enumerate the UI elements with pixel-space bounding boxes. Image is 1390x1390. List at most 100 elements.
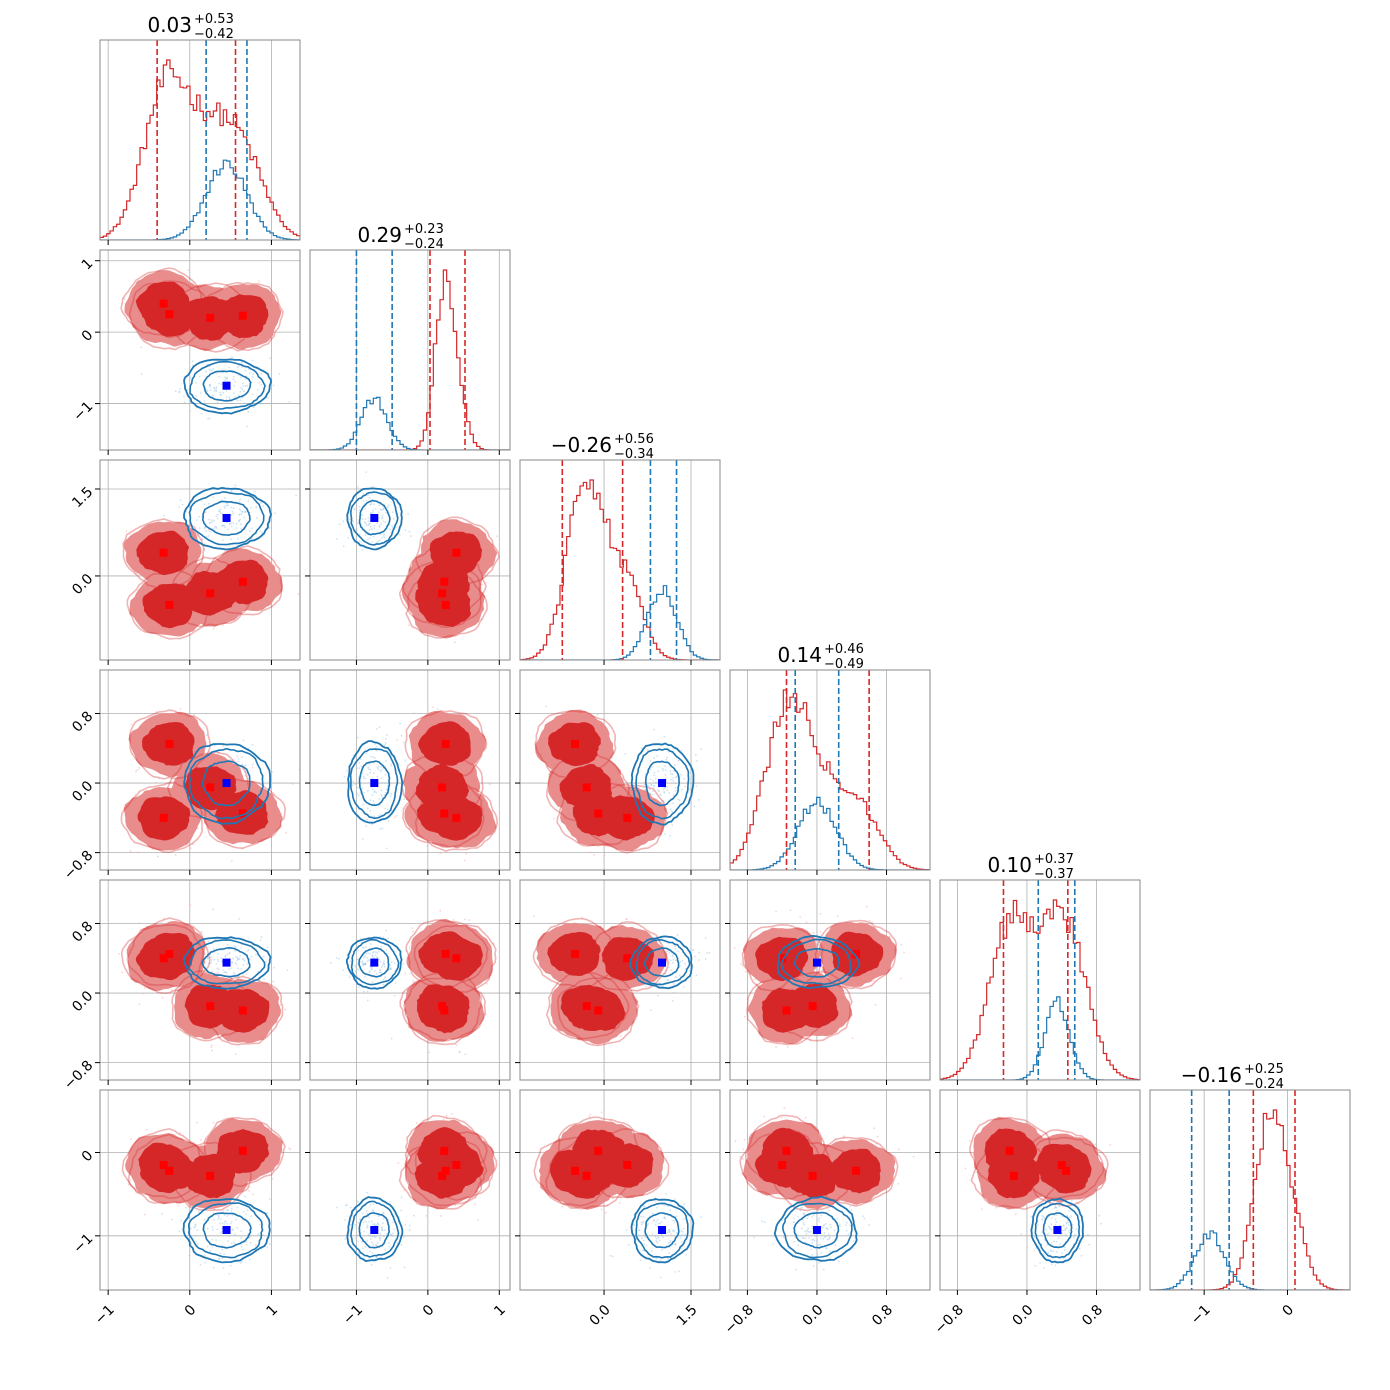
- contour-blue-inner: [201, 500, 251, 536]
- sample-point-blue: [379, 508, 382, 511]
- marker-red: [238, 1146, 247, 1155]
- sample-point-blue: [364, 522, 367, 525]
- sample-point-blue: [210, 962, 212, 964]
- sample-point-blue: [375, 749, 378, 752]
- title-minus: −0.37: [1034, 867, 1074, 882]
- sample-point-blue: [243, 516, 246, 519]
- sample-point-blue: [378, 968, 381, 971]
- contour-blue-mid: [187, 1202, 264, 1259]
- contour-red: [120, 267, 204, 339]
- sample-point-blue: [247, 410, 250, 413]
- sample-point-red: [404, 972, 407, 975]
- histogram-red: [310, 269, 510, 450]
- panel-content: [310, 880, 510, 1080]
- sample-point-blue: [663, 735, 666, 738]
- sample-point-red: [230, 859, 233, 862]
- sample-point-blue: [208, 750, 211, 753]
- sample-point-blue: [676, 934, 679, 937]
- sample-point-blue: [241, 382, 244, 385]
- sample-point-blue: [381, 964, 384, 967]
- sample-point-blue: [371, 777, 374, 780]
- sample-point-blue: [252, 406, 255, 409]
- sample-point-blue: [695, 974, 698, 977]
- sample-point-blue: [377, 765, 380, 768]
- sample-point-blue: [242, 739, 245, 742]
- sample-point-red: [130, 1138, 132, 1141]
- panel-frame: [309, 879, 511, 1081]
- sample-point-red: [140, 373, 143, 376]
- sample-point-blue: [224, 955, 227, 957]
- sample-point-blue: [663, 765, 666, 767]
- sample-point-red: [227, 844, 230, 846]
- sample-point-blue: [384, 807, 386, 810]
- sample-point-blue: [241, 1260, 244, 1263]
- sample-point-blue: [226, 502, 229, 505]
- y-tick-label: 0.8: [69, 709, 96, 736]
- sample-point-blue: [381, 514, 384, 517]
- sample-point-blue: [698, 959, 701, 961]
- sample-point-blue: [653, 774, 656, 777]
- sample-point-blue: [189, 1227, 192, 1230]
- sample-point-blue: [664, 774, 667, 776]
- sample-point-blue: [238, 520, 241, 523]
- sample-point-blue: [383, 963, 386, 966]
- sample-point-blue: [380, 768, 383, 771]
- sample-point-red: [445, 1117, 448, 1120]
- sample-point-blue: [693, 805, 696, 808]
- sample-point-red: [248, 1189, 250, 1192]
- sample-point-blue: [373, 757, 376, 759]
- sample-point-red: [210, 1044, 213, 1047]
- sample-point-blue: [380, 765, 383, 768]
- sample-point-red: [464, 1053, 467, 1056]
- sample-point-blue: [179, 499, 182, 502]
- sample-point-blue: [240, 1230, 243, 1233]
- sample-point-blue: [222, 1209, 225, 1212]
- panel-content: [940, 880, 1140, 1080]
- sample-point-blue: [369, 799, 372, 802]
- sample-point-blue: [367, 520, 370, 523]
- sample-point-red: [491, 810, 494, 813]
- sample-point-blue: [373, 970, 376, 972]
- sample-point-blue: [237, 394, 240, 397]
- sample-point-blue: [378, 526, 381, 528]
- sample-point-blue: [225, 377, 228, 380]
- sample-point-blue: [212, 527, 215, 530]
- sample-point-blue: [226, 1209, 228, 1211]
- sample-point-red: [454, 1204, 457, 1207]
- sample-point-blue: [222, 524, 225, 527]
- sample-point-blue: [212, 519, 215, 522]
- sample-point-blue: [369, 503, 372, 506]
- contour-blue-outer: [183, 743, 272, 825]
- sample-point-blue: [205, 734, 208, 736]
- sample-point-red: [205, 826, 208, 829]
- sample-point-blue: [375, 745, 378, 748]
- sample-point-blue: [267, 397, 270, 399]
- sample-point-blue: [392, 517, 395, 520]
- panel-2-1: [305, 459, 511, 665]
- sample-point-blue: [223, 505, 226, 508]
- sample-point-red: [212, 1122, 215, 1124]
- sample-point-blue: [677, 798, 680, 801]
- sample-point-blue: [382, 983, 385, 986]
- sample-point-blue: [378, 797, 380, 800]
- sample-point-blue: [228, 366, 231, 369]
- sample-point-blue: [210, 959, 213, 961]
- sample-point-blue: [402, 741, 405, 744]
- sample-point-red: [190, 847, 192, 850]
- sample-point-blue: [196, 827, 199, 830]
- marker-red: [440, 809, 449, 818]
- sample-point-red: [234, 1053, 237, 1056]
- y-tick-label: 0.0: [69, 988, 96, 1015]
- sample-point-blue: [191, 360, 194, 363]
- sample-point-blue: [681, 812, 684, 815]
- sample-point-blue: [370, 943, 372, 945]
- sample-point-blue: [385, 847, 388, 850]
- sample-point-blue: [678, 974, 681, 977]
- contour-red: [534, 710, 617, 780]
- contour-blue-outer: [183, 486, 273, 551]
- sample-point-red: [122, 297, 125, 299]
- marker-red: [206, 313, 215, 322]
- sample-point-red: [200, 930, 203, 933]
- contour-blue-mid: [635, 748, 690, 820]
- sample-point-blue: [367, 538, 369, 541]
